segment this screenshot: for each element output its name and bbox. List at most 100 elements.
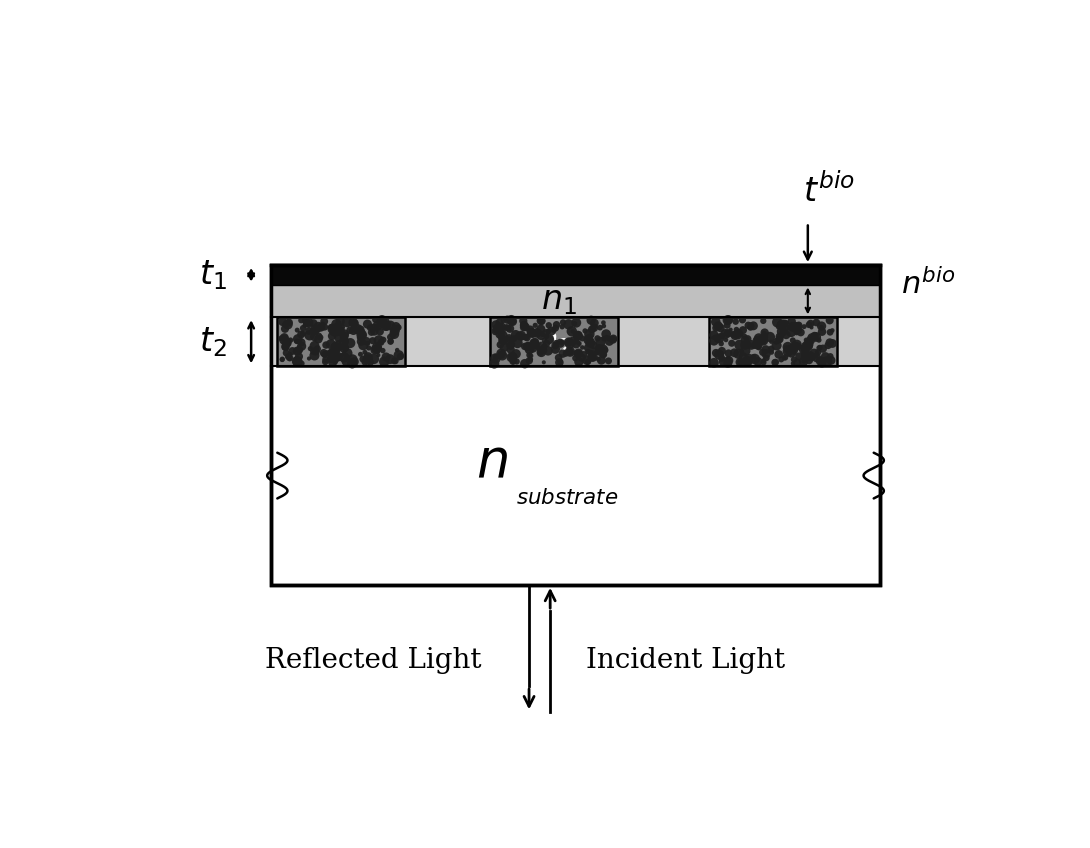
Point (301, 328, 318, 342)
Point (302, 342, 319, 355)
Point (723, 337, 740, 350)
Point (306, 339, 324, 353)
Point (569, 348, 586, 361)
Point (324, 355, 341, 369)
Point (749, 338, 766, 351)
Point (365, 325, 383, 338)
Point (737, 338, 754, 352)
Point (784, 333, 801, 347)
Text: $t^{bio}$: $t^{bio}$ (803, 174, 855, 209)
Point (788, 319, 806, 332)
Point (496, 341, 513, 354)
Point (754, 334, 772, 348)
Point (289, 323, 306, 337)
Point (796, 354, 813, 368)
Point (283, 344, 301, 358)
Point (346, 355, 363, 369)
Point (387, 320, 404, 333)
Point (766, 355, 784, 369)
Point (595, 348, 613, 361)
Point (803, 321, 821, 334)
Point (541, 332, 558, 346)
Point (786, 340, 803, 354)
Point (773, 325, 790, 338)
Point (382, 335, 399, 349)
Point (775, 325, 792, 338)
Point (578, 354, 595, 367)
Point (554, 320, 571, 333)
Point (386, 327, 403, 341)
Point (715, 355, 732, 369)
Point (720, 354, 738, 367)
Point (299, 316, 316, 330)
Point (532, 314, 549, 327)
Point (516, 318, 533, 332)
Point (510, 329, 528, 343)
Point (307, 345, 325, 359)
Point (487, 350, 505, 364)
Point (364, 334, 381, 348)
Point (327, 343, 344, 357)
Point (816, 354, 834, 367)
Point (306, 349, 324, 362)
Point (808, 351, 825, 365)
Point (280, 338, 298, 351)
Point (487, 352, 505, 365)
Point (368, 343, 386, 357)
Point (573, 341, 591, 354)
Point (356, 355, 374, 369)
Point (605, 332, 622, 345)
Point (525, 337, 543, 350)
Point (521, 349, 538, 362)
Point (384, 328, 401, 342)
Text: $_{substrate}$: $_{substrate}$ (517, 477, 619, 507)
Point (816, 350, 834, 364)
Point (323, 352, 340, 365)
Point (771, 332, 788, 346)
Bar (710, 317, 837, 366)
Point (719, 347, 737, 360)
Point (278, 346, 295, 360)
Point (535, 340, 553, 354)
Point (524, 342, 542, 355)
Point (343, 357, 361, 371)
Point (736, 330, 753, 343)
Point (740, 351, 758, 365)
Point (580, 341, 597, 354)
Point (790, 349, 808, 363)
Point (573, 351, 591, 365)
Point (316, 321, 334, 334)
Point (820, 338, 837, 352)
Point (800, 318, 818, 332)
Point (788, 322, 806, 336)
Point (386, 324, 403, 338)
Point (582, 336, 600, 349)
Point (779, 340, 797, 354)
Point (306, 324, 324, 338)
Point (795, 354, 812, 368)
Point (492, 321, 509, 334)
Point (366, 343, 384, 356)
Point (495, 332, 512, 346)
Point (589, 344, 606, 358)
Point (512, 329, 530, 343)
Point (532, 343, 549, 357)
Point (500, 334, 518, 348)
Point (604, 333, 621, 347)
Point (352, 348, 370, 361)
Point (801, 347, 819, 360)
Point (504, 315, 521, 329)
Point (310, 321, 327, 334)
Point (776, 317, 794, 331)
Point (373, 314, 390, 327)
Point (509, 336, 526, 349)
Text: $t_2$: $t_2$ (199, 325, 227, 359)
Point (324, 346, 341, 360)
Point (294, 321, 312, 335)
Point (561, 345, 579, 359)
Point (802, 317, 820, 331)
Point (719, 326, 737, 340)
Point (368, 318, 386, 332)
Point (553, 336, 570, 349)
Point (375, 333, 392, 347)
